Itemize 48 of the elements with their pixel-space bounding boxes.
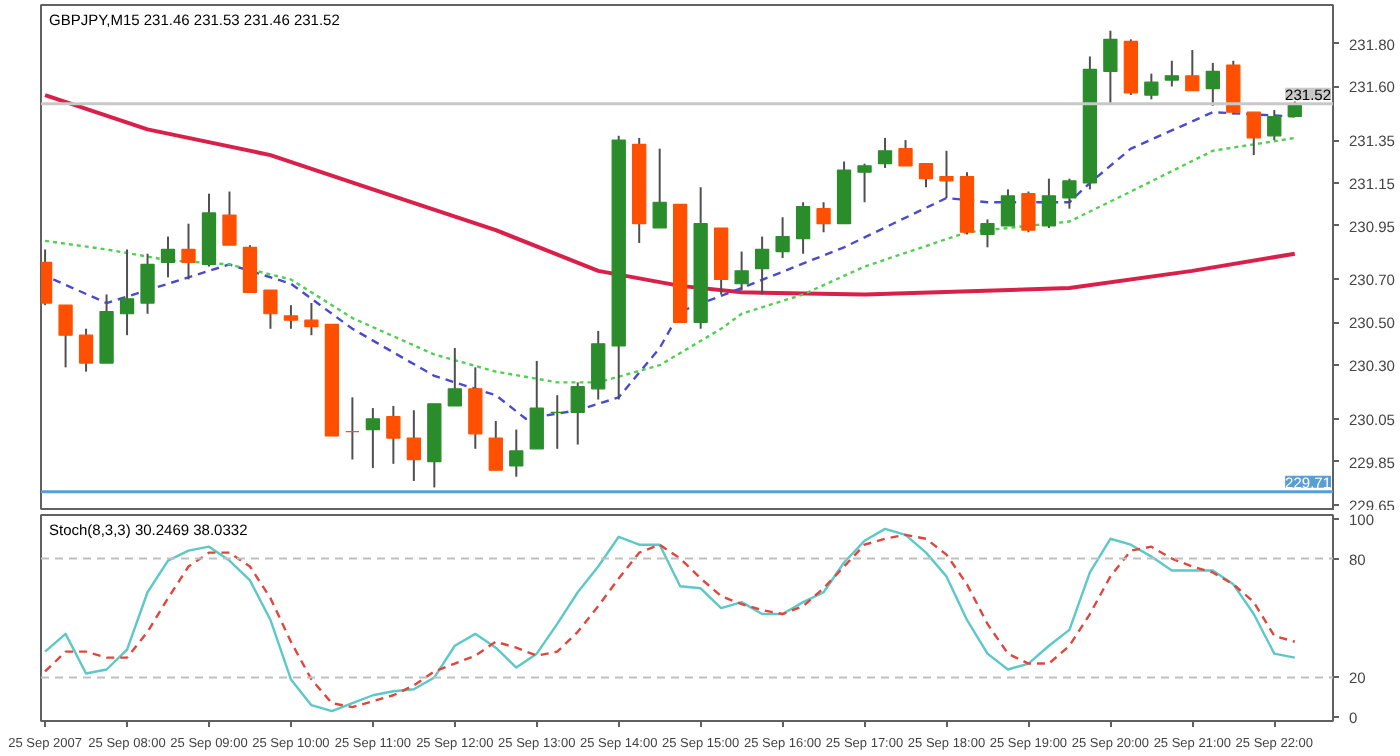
candlestick — [222, 190, 237, 247]
candlestick — [734, 250, 749, 292]
candlestick — [775, 216, 790, 259]
candlestick — [345, 396, 360, 461]
candlestick — [181, 222, 196, 281]
candlestick — [1103, 29, 1118, 105]
candlestick — [304, 302, 319, 337]
candlestick — [119, 248, 135, 337]
candlestick — [1226, 59, 1241, 116]
candlestick — [447, 347, 462, 407]
candlestick — [898, 139, 913, 167]
candlestick — [550, 394, 565, 450]
candlestick — [140, 252, 155, 315]
candlestick — [365, 407, 381, 470]
candlestick — [160, 235, 176, 279]
candlestick — [468, 366, 483, 450]
candlestick — [78, 327, 94, 373]
candlestick — [816, 201, 831, 234]
candlestick — [1021, 190, 1036, 234]
candlestick — [591, 329, 606, 401]
candlestick — [980, 218, 995, 249]
candlestick — [1041, 177, 1057, 229]
candlestick — [1000, 188, 1016, 227]
candlestick — [652, 147, 667, 229]
candlestick — [570, 381, 585, 446]
candlestick — [263, 289, 278, 330]
candlestick — [1164, 59, 1179, 88]
candlestick — [877, 136, 893, 169]
candlestick — [529, 359, 544, 450]
candlestick — [1185, 49, 1200, 92]
candlestick — [41, 248, 53, 307]
candlestick — [754, 235, 770, 296]
candlestick — [857, 162, 872, 204]
candlestick — [939, 149, 954, 199]
candlestick — [242, 244, 258, 294]
candlestick — [918, 162, 934, 189]
candlestick — [406, 409, 422, 482]
candlestick — [1205, 61, 1220, 107]
candlestick — [1062, 177, 1077, 210]
candlestick — [386, 404, 401, 465]
candlestick — [488, 419, 503, 472]
candlestick — [58, 304, 73, 369]
candlestick — [795, 201, 811, 255]
candlestick — [509, 428, 524, 478]
candlestick — [283, 304, 299, 330]
candlestick — [1144, 72, 1159, 101]
candlestick — [1246, 111, 1261, 157]
candlestick — [1267, 109, 1282, 142]
